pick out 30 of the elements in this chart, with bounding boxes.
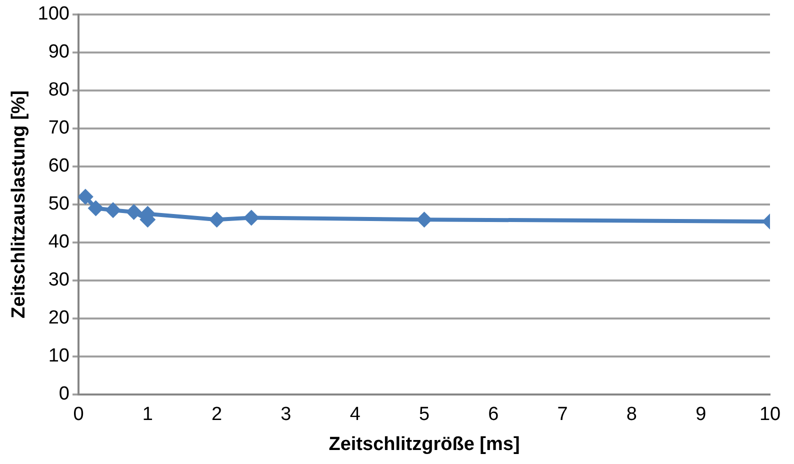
y-tick-label: 90 (48, 42, 70, 63)
y-tick-label: 30 (48, 270, 70, 291)
x-tick-label: 3 (280, 404, 292, 426)
point (208, 212, 225, 228)
x-tick-label: 10 (759, 404, 781, 426)
y-tick-label: 50 (48, 194, 70, 215)
x-axis-title: Zeitschlitzgröße [ms] (328, 434, 520, 455)
x-tick-label: 6 (488, 404, 499, 426)
y-tick-label: 60 (48, 156, 70, 177)
y-tick-label: 10 (48, 346, 70, 367)
point (126, 204, 142, 220)
point (243, 210, 260, 226)
x-tick-label: 7 (557, 404, 568, 426)
point (78, 188, 94, 205)
y-tick-label: 20 (48, 308, 70, 329)
x-tick-label: 9 (696, 404, 706, 426)
y-axis-title: Zeitschlitzauslastung [%] (8, 90, 30, 318)
point (105, 202, 122, 218)
x-tick-label: 2 (212, 404, 222, 426)
y-tick-label: 40 (48, 232, 70, 253)
y-tick-label: 100 (38, 4, 70, 25)
y-tick-label: 0 (58, 384, 70, 405)
x-tick-label: 0 (73, 404, 84, 426)
point (88, 200, 104, 216)
x-tick-label: 5 (418, 404, 430, 426)
x-tick-label: 4 (350, 404, 361, 426)
y-tick-label: 70 (48, 118, 70, 139)
x-tick-label: 8 (626, 404, 637, 426)
x-tick-label: 1 (142, 404, 153, 426)
y-tick-label: 80 (48, 80, 70, 101)
